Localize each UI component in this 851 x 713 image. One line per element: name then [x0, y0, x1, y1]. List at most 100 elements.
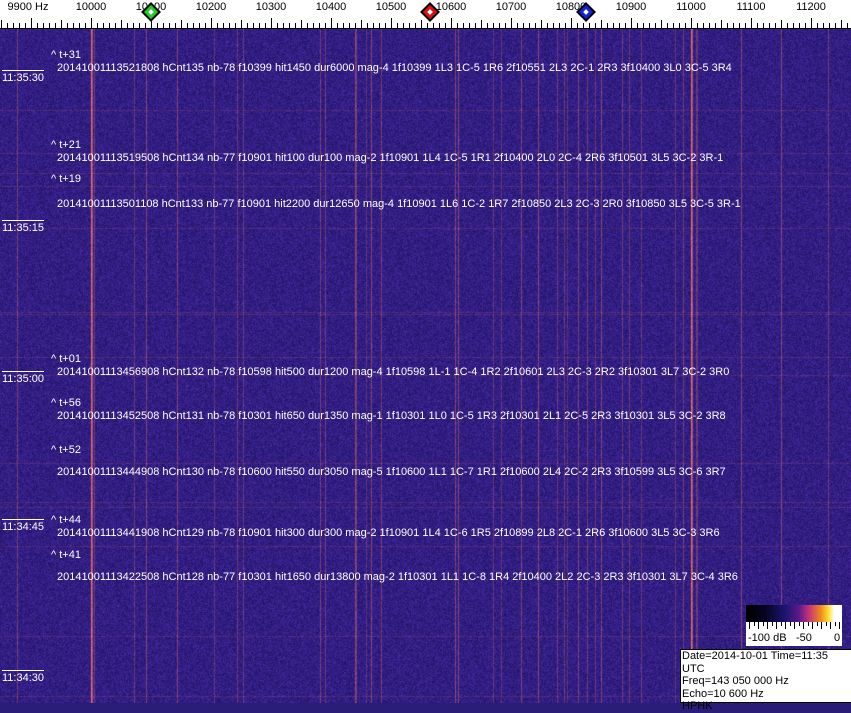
time-label: 11:34:45: [2, 519, 45, 533]
axis-tick: [829, 23, 830, 28]
axis-label: 10200: [195, 1, 227, 13]
axis-tick: [715, 23, 716, 28]
axis-tick: [445, 23, 446, 28]
axis-tick: [637, 23, 638, 28]
axis-tick: [337, 23, 338, 28]
axis-tick: [295, 23, 296, 28]
time-offset-marker: ^ t+56: [51, 397, 81, 409]
axis-tick: [493, 23, 494, 28]
detection-line: 20141001113521808 hCnt135 nb-78 f10399 h…: [57, 62, 732, 74]
echo-frequency: Echo=10 600 Hz: [682, 687, 764, 700]
axis-tick: [139, 23, 140, 28]
axis-tick: [343, 23, 344, 28]
axis-tick: [361, 20, 362, 28]
axis-tick: [415, 23, 416, 28]
axis-tick: [253, 23, 254, 28]
axis-tick: [499, 23, 500, 28]
axis-tick: [643, 23, 644, 28]
axis-label: 11100: [736, 1, 766, 13]
axis-tick: [571, 18, 572, 28]
axis-tick: [31, 18, 32, 28]
axis-label: 11000: [676, 1, 706, 13]
colorbar-tick: [839, 622, 840, 629]
time-offset-marker: ^ t+19: [51, 173, 81, 185]
axis-tick: [73, 23, 74, 28]
info-box: Date=2014-10-01 Time=11:35 UTC Freq=143 …: [680, 649, 851, 712]
axis-tick: [91, 18, 92, 28]
axis-tick: [385, 23, 386, 28]
colorbar-tick: [762, 622, 764, 626]
colorbar-tick: [830, 622, 831, 629]
axis-label: 11200: [796, 1, 826, 13]
axis-tick: [823, 23, 824, 28]
colorbar-tick: [834, 622, 836, 626]
axis-tick: [697, 23, 698, 28]
colorbar-tick: [785, 622, 786, 629]
axis-tick: [487, 23, 488, 28]
axis-tick: [379, 23, 380, 28]
axis-tick: [85, 23, 86, 28]
axis-tick: [745, 23, 746, 28]
axis-tick: [457, 23, 458, 28]
date-time: Date=2014-10-01 Time=11:35 UTC: [682, 650, 828, 675]
axis-tick: [751, 18, 752, 28]
axis-tick: [19, 23, 20, 28]
time-offset-marker: ^ t+21: [51, 139, 81, 151]
axis-tick: [775, 23, 776, 28]
axis-tick: [187, 23, 188, 28]
axis-tick: [235, 23, 236, 28]
colorbar-tick: [816, 622, 818, 626]
time-label: 11:35:15: [2, 220, 45, 234]
time-offset-marker: ^ t+41: [51, 549, 81, 561]
axis-tick: [529, 23, 530, 28]
axis-tick: [265, 23, 266, 28]
colorbar-tick: [821, 622, 822, 629]
axis-tick: [409, 23, 410, 28]
colorbar-tick: [767, 622, 768, 629]
time-offset-marker: ^ t+31: [51, 49, 81, 61]
axis-tick: [601, 20, 602, 28]
axis-tick: [787, 23, 788, 28]
axis-tick: [625, 23, 626, 28]
axis-tick: [667, 23, 668, 28]
axis-tick: [397, 23, 398, 28]
time-label: 11:35:30: [2, 70, 45, 84]
axis-tick: [541, 20, 542, 28]
colorbar-tick: [794, 622, 795, 629]
axis-tick: [799, 23, 800, 28]
axis-tick: [523, 23, 524, 28]
detection-line: 20141001113452508 hCnt131 nb-78 f10301 h…: [57, 410, 726, 422]
axis-tick: [841, 20, 842, 28]
axis-tick: [439, 23, 440, 28]
detection-line: 20141001113456908 hCnt132 nb-78 f10598 h…: [57, 366, 730, 378]
color-gradient: [746, 605, 842, 622]
axis-tick: [427, 23, 428, 28]
axis-tick: [763, 23, 764, 28]
axis-tick: [211, 18, 212, 28]
time-offset-marker: ^ t+44: [51, 514, 81, 526]
axis-tick: [121, 20, 122, 28]
axis-tick: [589, 23, 590, 28]
colorbar-tick: [803, 622, 804, 629]
axis-tick: [583, 23, 584, 28]
axis-tick: [175, 23, 176, 28]
axis-tick: [169, 23, 170, 28]
axis-tick: [43, 23, 44, 28]
detection-line: 20141001113501108 hCnt133 nb-77 f10901 h…: [57, 198, 741, 210]
time-label: 11:35:00: [2, 371, 45, 385]
axis-tick: [661, 20, 662, 28]
axis-tick: [709, 23, 710, 28]
axis-label: 10600: [435, 1, 467, 13]
axis-tick: [103, 23, 104, 28]
axis-tick: [547, 23, 548, 28]
axis-tick: [133, 23, 134, 28]
axis-tick: [673, 23, 674, 28]
axis-tick: [655, 23, 656, 28]
axis-tick: [835, 23, 836, 28]
axis-tick: [49, 23, 50, 28]
axis-tick: [355, 23, 356, 28]
axis-tick: [205, 23, 206, 28]
axis-tick: [757, 23, 758, 28]
axis-label: 9900 Hz: [7, 1, 49, 13]
axis-tick: [241, 20, 242, 28]
